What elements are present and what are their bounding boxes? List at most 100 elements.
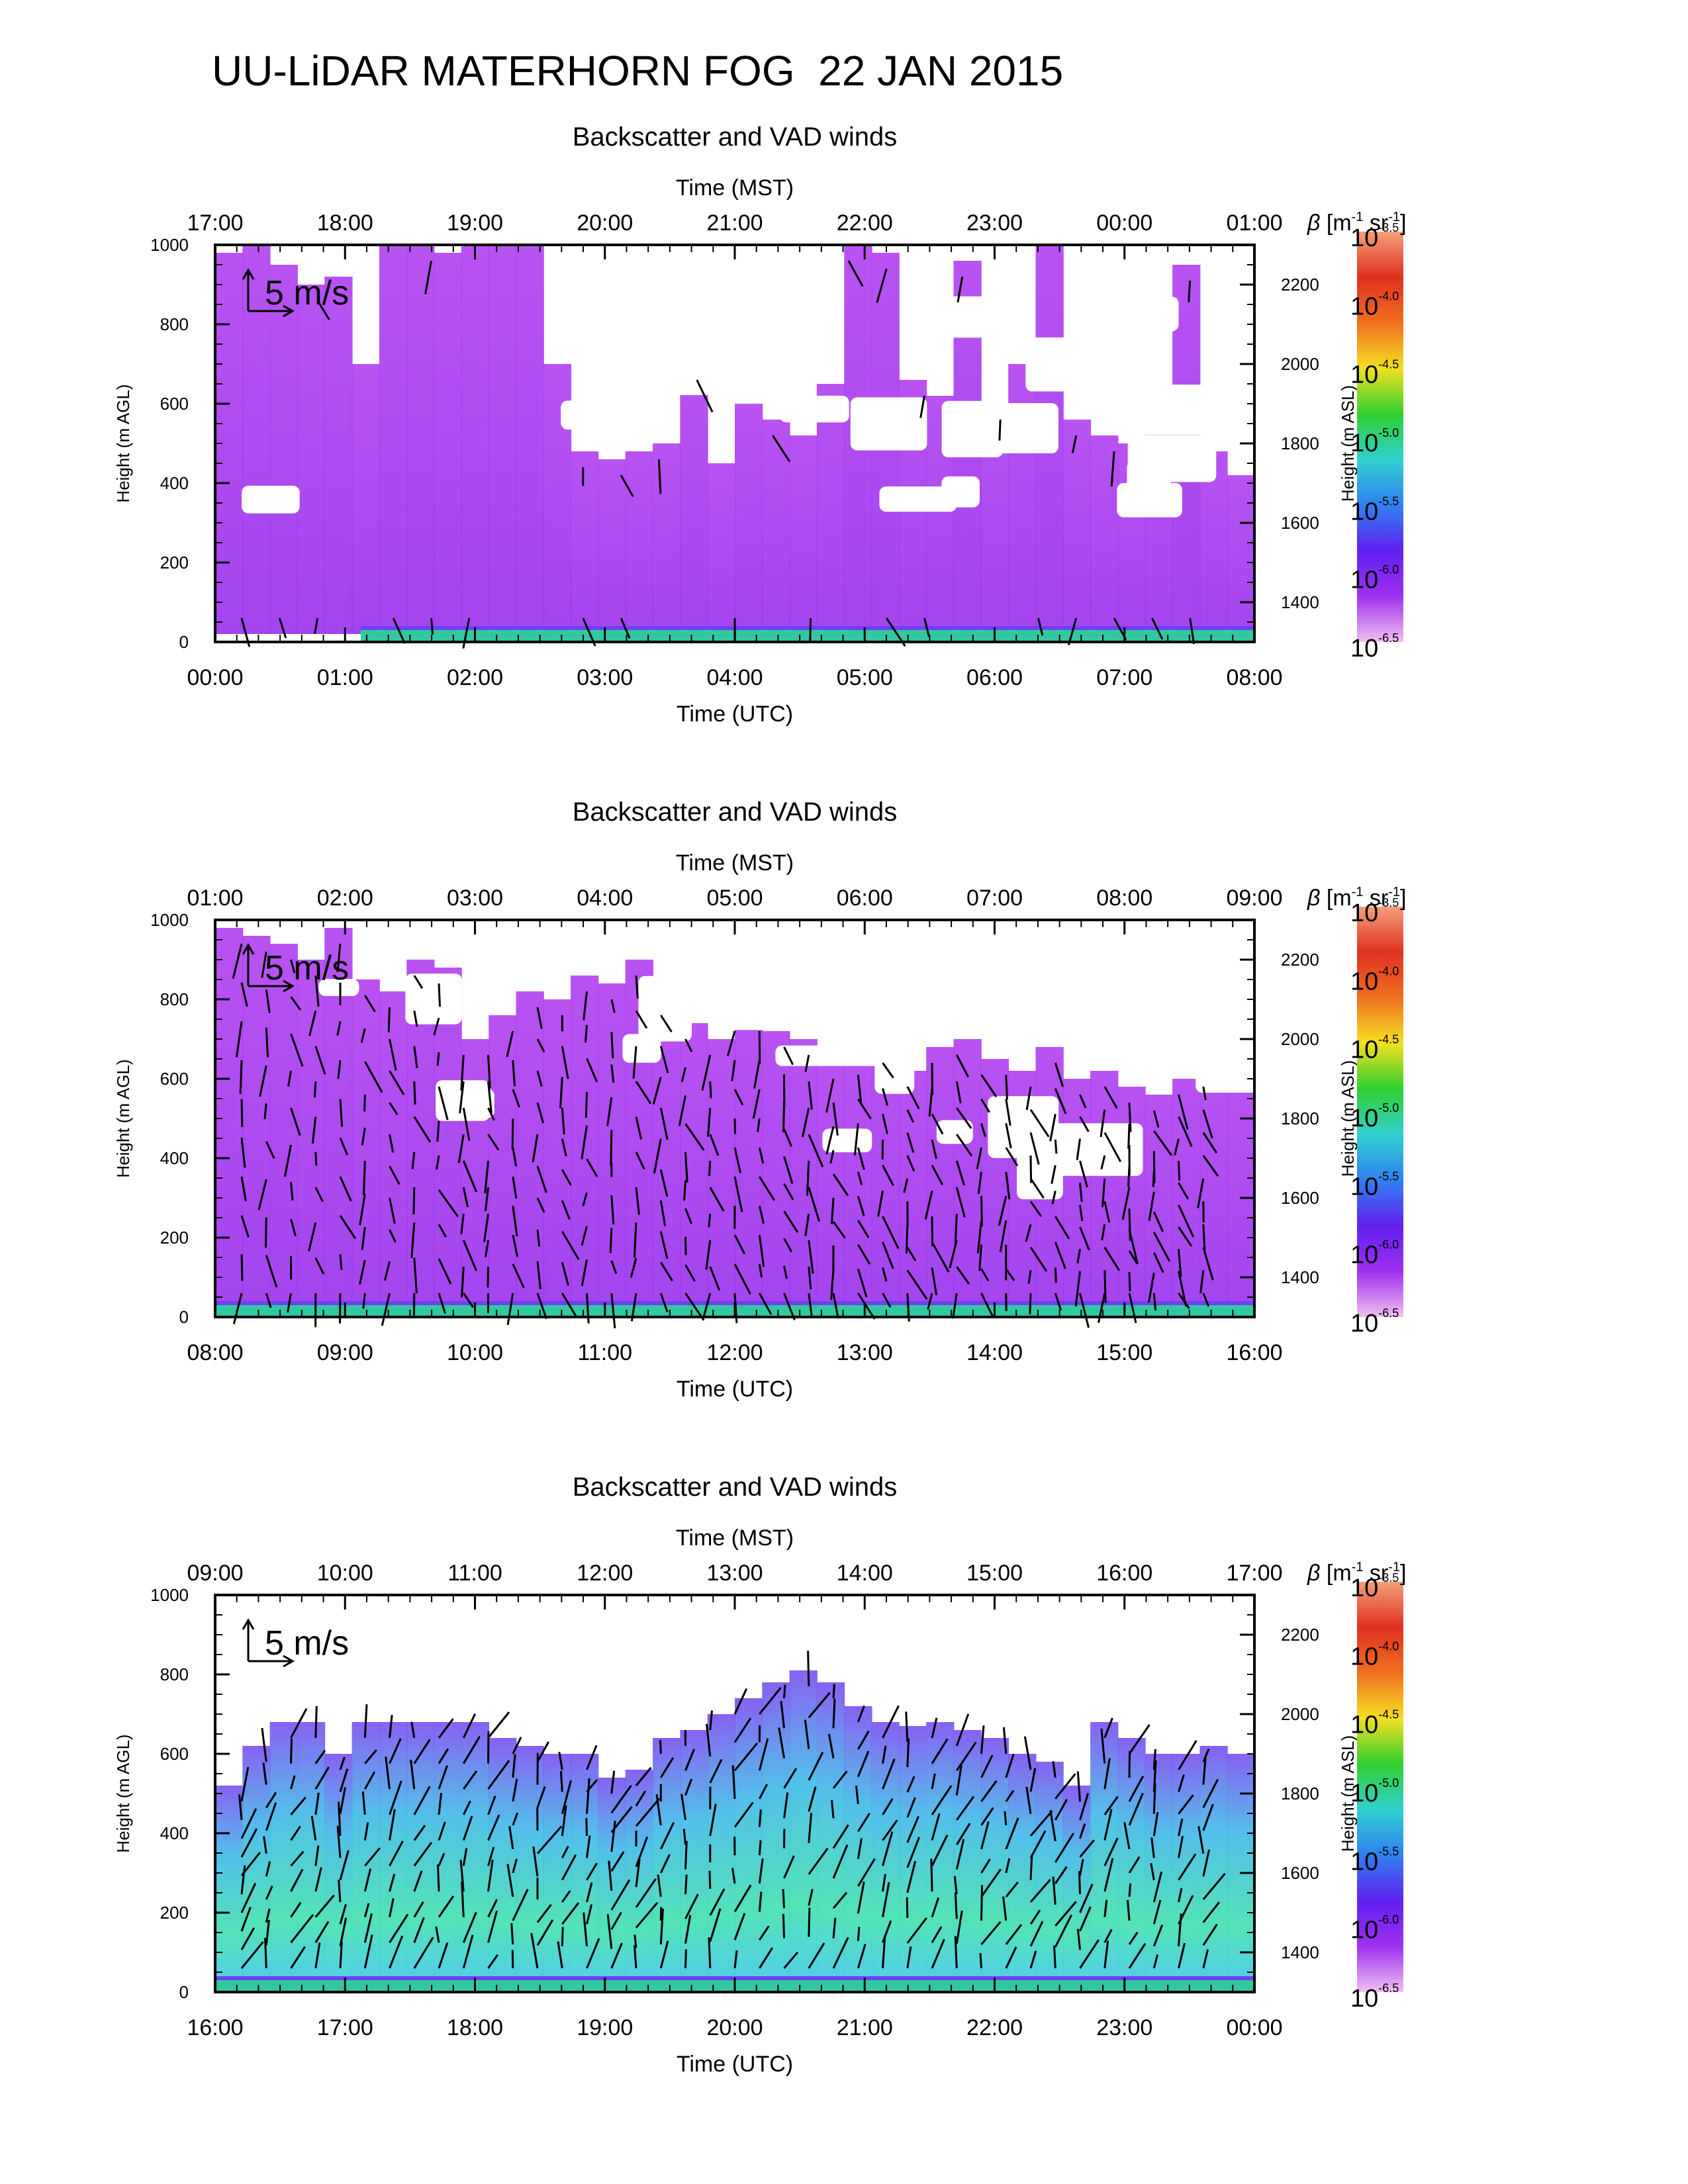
wind-arrow <box>857 1858 876 1887</box>
wind-arrow <box>290 1033 304 1067</box>
x-tick-label-utc: 16:00 <box>187 2015 243 2040</box>
backscatter-cell <box>379 245 408 634</box>
wind-arrow <box>956 1107 972 1129</box>
backscatter-cell <box>980 1738 1009 1984</box>
wind-arrow <box>290 1913 314 1944</box>
wind-arrow <box>709 1888 726 1916</box>
wind-arrow <box>413 1917 425 1943</box>
backscatter-cell <box>1062 1786 1092 1984</box>
no-data-gap <box>638 976 692 1042</box>
wind-arrow <box>610 1784 632 1814</box>
wind-arrow <box>413 1257 418 1294</box>
wind-arrow <box>363 1822 369 1841</box>
wind-arrow <box>361 1127 366 1146</box>
wind-arrow <box>1152 1760 1157 1792</box>
wind-arrow <box>952 1293 958 1319</box>
x-tick-label-mst: 19:00 <box>447 210 503 236</box>
wind-arrow <box>1128 1942 1147 1969</box>
top-axis-title: Time (MST) <box>676 1525 794 1551</box>
wind-arrow <box>1079 1939 1100 1969</box>
wind-arrow <box>1004 1811 1008 1826</box>
wind-arrow <box>684 1893 699 1919</box>
wind-arrow <box>561 1293 578 1318</box>
wind-arrow <box>265 1885 273 1900</box>
wind-arrow <box>506 1864 514 1897</box>
wind-arrow <box>339 1176 352 1202</box>
wind-arrow <box>635 1187 640 1215</box>
backscatter-cell <box>1035 1762 1064 1984</box>
wind-arrow <box>532 1846 539 1877</box>
wind-arrow <box>536 1293 547 1320</box>
x-tick-label-mst: 23:00 <box>966 210 1023 236</box>
backscatter-cell <box>735 404 763 634</box>
wind-arrow <box>1152 1252 1164 1273</box>
x-tick-label-mst: 12:00 <box>577 1561 633 1586</box>
wind-arrow <box>980 1754 994 1778</box>
wind-arrow <box>726 1030 736 1056</box>
wind-arrow <box>314 1921 330 1944</box>
x-tick-label-mst: 15:00 <box>966 1561 1023 1586</box>
wind-arrow <box>413 1116 432 1143</box>
x-tick-label-mst: 02:00 <box>317 886 373 911</box>
colorbar-tick-label: 10-3.5 <box>1350 1571 1399 1602</box>
wind-arrow <box>389 1715 393 1739</box>
wind-arrow <box>980 1821 990 1850</box>
wind-arrow <box>931 1813 941 1841</box>
wind-arrow <box>1152 1871 1163 1903</box>
wind-arrow <box>653 1138 662 1174</box>
wind-arrow <box>906 1797 916 1818</box>
wind-arrow <box>1174 1138 1180 1156</box>
wind-arrow <box>701 1054 712 1091</box>
wind-arrow <box>955 1160 966 1186</box>
y-tick-label-agl: 600 <box>160 394 189 414</box>
wind-arrow <box>923 617 930 637</box>
wind-arrow <box>232 943 243 979</box>
y-tick-label-asl: 1800 <box>1281 433 1319 453</box>
wind-arrow <box>583 1912 588 1946</box>
wind-arrow <box>278 617 287 639</box>
wind-arrow <box>1079 1293 1090 1328</box>
wind-arrow <box>463 1770 478 1790</box>
wind-arrow <box>462 617 471 649</box>
wind-arrow <box>1128 1250 1139 1265</box>
wind-arrow <box>702 1293 712 1317</box>
wind-arrow <box>1005 1171 1011 1200</box>
wind-arrow <box>462 1713 477 1739</box>
backscatter-cell <box>598 1778 626 1984</box>
wind-arrow <box>635 1836 649 1868</box>
wind-arrow <box>931 1164 944 1185</box>
wind-arrow <box>581 1259 588 1287</box>
wind-arrow <box>287 1293 292 1313</box>
wind-arrow <box>831 1197 835 1224</box>
wind-arrow <box>733 1234 746 1255</box>
wind-arrow <box>783 1046 794 1066</box>
wind-arrow <box>263 1836 267 1854</box>
wind-arrow <box>832 1102 839 1136</box>
wind-arrow <box>1079 1823 1086 1839</box>
wind-arrow <box>512 1737 522 1754</box>
wind-arrow <box>265 1027 269 1058</box>
wind-arrow <box>660 1015 673 1033</box>
wind-arrow <box>980 1293 994 1317</box>
backscatter-cell <box>762 1682 790 1984</box>
wind-arrow <box>536 1197 545 1213</box>
wind-arrow <box>1005 1923 1023 1945</box>
wind-arrow <box>610 1911 622 1931</box>
wind-arrow <box>857 1751 870 1778</box>
wind-arrow <box>783 1156 794 1184</box>
wind-arrow <box>586 1745 598 1770</box>
wind-arrow <box>633 1222 637 1258</box>
wind-arrow <box>290 1946 306 1969</box>
y-tick-label-agl: 200 <box>160 1228 189 1248</box>
wind-arrow <box>265 1141 275 1160</box>
wind-arrow <box>1079 1183 1083 1202</box>
backscatter-cell <box>269 944 298 1309</box>
wind-arrow <box>310 1815 317 1841</box>
wind-arrow <box>955 1054 969 1077</box>
wind-arrow <box>381 1293 391 1326</box>
backscatter-cell <box>489 1015 517 1309</box>
wind-arrow <box>561 1780 572 1815</box>
backscatter-cell <box>406 245 435 634</box>
x-tick-label-mst: 20:00 <box>577 210 633 236</box>
wind-arrow <box>532 1134 539 1163</box>
